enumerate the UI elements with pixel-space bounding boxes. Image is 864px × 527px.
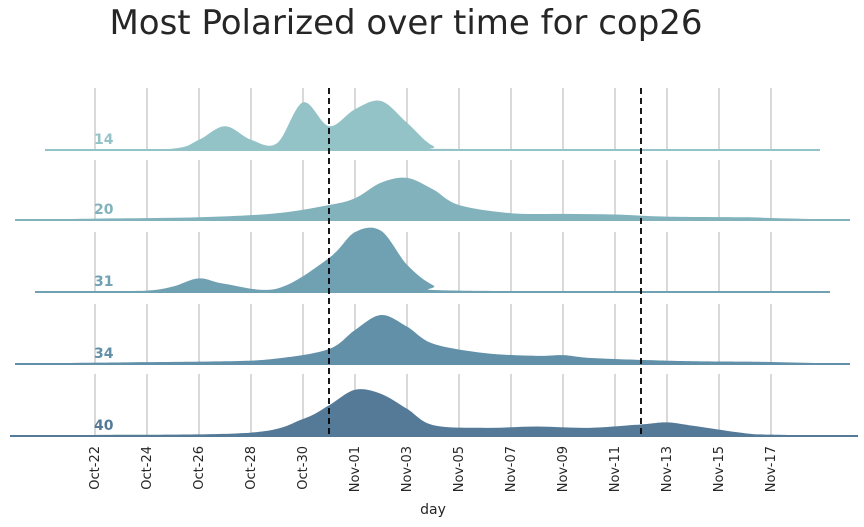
reference-lines	[328, 88, 642, 436]
x-tick-label: Oct-26	[192, 446, 207, 490]
x-axis-title: day	[420, 502, 446, 518]
x-tick-label: Nov-15	[712, 446, 727, 492]
series-label-31: 31	[94, 274, 113, 290]
ridge-series: 14 20 31 34 40	[10, 100, 858, 437]
series-label-14: 14	[94, 132, 114, 148]
chart-title: Most Polarized over time for cop26	[109, 3, 702, 43]
x-tick-label: Nov-07	[504, 446, 519, 492]
x-tick-label: Nov-13	[660, 446, 675, 492]
series-label-20: 20	[94, 202, 114, 218]
grid-lines	[94, 88, 772, 436]
x-tick-label: Nov-03	[400, 446, 415, 492]
x-tick-label: Oct-30	[296, 446, 311, 490]
ridge-area-34	[15, 315, 850, 365]
series-label-40: 40	[94, 418, 114, 434]
x-tick-label: Oct-24	[140, 446, 155, 490]
x-tick-label: Nov-11	[608, 446, 623, 492]
x-tick-label: Nov-09	[556, 446, 571, 492]
x-axis: Oct-22 Oct-24 Oct-26 Oct-28 Oct-30 Nov-01 Nov-…	[88, 446, 779, 492]
ridge-area-40	[10, 389, 858, 437]
x-tick-label: Oct-22	[88, 446, 103, 490]
series-label-34: 34	[94, 346, 114, 362]
ridge-area-31	[35, 227, 830, 293]
x-tick-label: Nov-17	[764, 446, 779, 492]
x-tick-label: Nov-05	[452, 446, 467, 492]
ridge-area-20	[15, 177, 850, 221]
x-tick-label: Oct-28	[244, 446, 259, 490]
x-tick-label: Nov-01	[348, 446, 363, 492]
ridge-area-14	[45, 100, 820, 151]
